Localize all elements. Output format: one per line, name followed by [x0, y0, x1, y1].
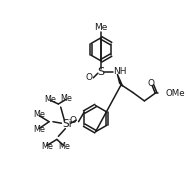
Text: Me: Me	[94, 23, 108, 32]
Text: O: O	[147, 79, 154, 88]
Text: Me: Me	[60, 94, 72, 103]
Text: Me: Me	[33, 125, 45, 134]
Text: S: S	[97, 68, 105, 77]
Text: O: O	[86, 73, 93, 82]
Polygon shape	[117, 74, 123, 86]
Text: O: O	[70, 116, 77, 125]
Text: NH: NH	[113, 67, 127, 76]
Text: Me: Me	[58, 142, 70, 151]
Text: OMe: OMe	[165, 89, 185, 98]
Text: Me: Me	[41, 142, 53, 151]
Text: Si: Si	[62, 119, 72, 129]
Text: Me: Me	[44, 95, 56, 104]
Text: Me: Me	[33, 110, 45, 119]
